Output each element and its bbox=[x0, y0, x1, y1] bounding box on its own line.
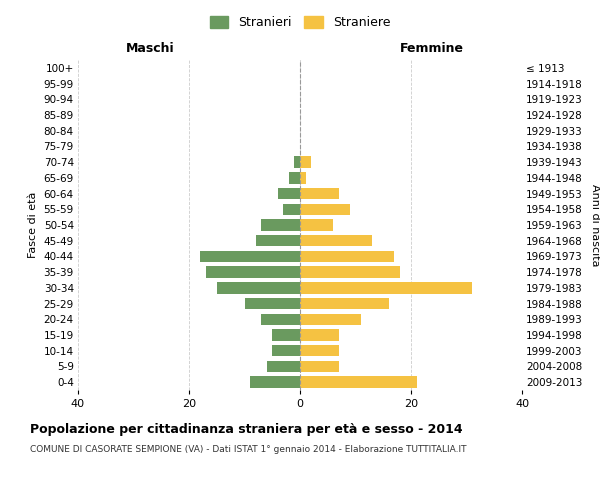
Bar bbox=[261, 220, 300, 230]
Bar bbox=[300, 220, 334, 230]
Text: Popolazione per cittadinanza straniera per età e sesso - 2014: Popolazione per cittadinanza straniera p… bbox=[30, 422, 463, 436]
Text: Maschi: Maschi bbox=[125, 42, 175, 55]
Bar bbox=[300, 251, 394, 262]
Bar bbox=[300, 156, 311, 168]
Bar bbox=[261, 314, 300, 325]
Bar bbox=[283, 204, 300, 215]
Bar bbox=[295, 156, 300, 168]
Text: Femmine: Femmine bbox=[400, 42, 464, 55]
Bar bbox=[300, 376, 416, 388]
Bar bbox=[300, 282, 472, 294]
Bar bbox=[300, 266, 400, 278]
Bar bbox=[200, 251, 300, 262]
Text: COMUNE DI CASORATE SEMPIONE (VA) - Dati ISTAT 1° gennaio 2014 - Elaborazione TUT: COMUNE DI CASORATE SEMPIONE (VA) - Dati … bbox=[30, 445, 467, 454]
Bar bbox=[300, 172, 305, 184]
Y-axis label: Anni di nascita: Anni di nascita bbox=[590, 184, 599, 266]
Bar bbox=[300, 330, 339, 340]
Bar bbox=[272, 345, 300, 356]
Bar bbox=[300, 235, 372, 246]
Bar bbox=[300, 298, 389, 309]
Bar bbox=[217, 282, 300, 294]
Bar bbox=[250, 376, 300, 388]
Bar bbox=[289, 172, 300, 184]
Bar bbox=[256, 235, 300, 246]
Bar bbox=[300, 188, 339, 199]
Bar bbox=[245, 298, 300, 309]
Bar bbox=[300, 361, 339, 372]
Bar bbox=[300, 314, 361, 325]
Bar bbox=[300, 345, 339, 356]
Bar bbox=[278, 188, 300, 199]
Bar bbox=[267, 361, 300, 372]
Bar bbox=[206, 266, 300, 278]
Legend: Stranieri, Straniere: Stranieri, Straniere bbox=[205, 11, 395, 34]
Bar bbox=[272, 330, 300, 340]
Y-axis label: Fasce di età: Fasce di età bbox=[28, 192, 38, 258]
Bar bbox=[300, 204, 350, 215]
